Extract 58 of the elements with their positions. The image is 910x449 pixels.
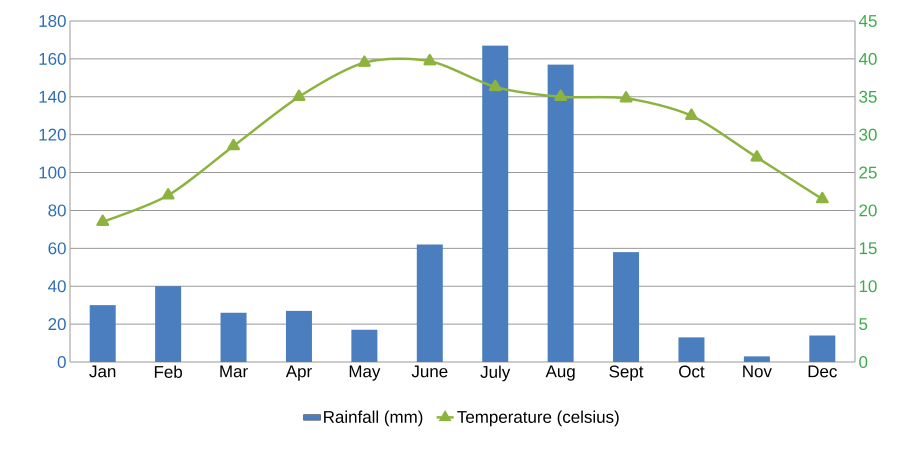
y2-tick-label: 15 <box>860 242 877 254</box>
y2-tick-label: 20 <box>859 204 877 216</box>
y-tick-label: 20 <box>48 318 66 330</box>
x-tick-label: Jan <box>89 366 116 378</box>
y-tick-label: 140 <box>40 90 66 103</box>
point <box>554 90 568 102</box>
y-tick-label: 0 <box>58 356 66 368</box>
y2-tick-label: 40 <box>858 52 877 65</box>
y2-tick-label: 35 <box>859 90 877 103</box>
bar <box>613 252 640 362</box>
bar <box>416 244 443 362</box>
y2-tick-label: 45 <box>858 15 877 27</box>
point <box>620 91 632 103</box>
x-tick-label: May <box>350 366 380 381</box>
point <box>488 80 502 92</box>
bar <box>744 356 770 362</box>
y-tick-label: 120 <box>40 128 66 141</box>
x-tick-label: Aug <box>546 366 575 381</box>
y-tick-label: 160 <box>40 52 66 65</box>
y2-tick-label: 10 <box>860 280 877 292</box>
bar <box>155 286 182 362</box>
y-tick-label: 80 <box>48 204 66 216</box>
y2-tick-label: 25 <box>859 166 877 179</box>
bar <box>351 330 378 362</box>
point <box>816 192 829 204</box>
y-tick-label: 180 <box>40 15 66 27</box>
x-tick-label: Sept <box>609 366 644 381</box>
y2-tick-label: 30 <box>859 128 877 141</box>
bar <box>482 46 508 362</box>
point <box>358 55 371 67</box>
bar <box>548 64 574 362</box>
legend-label: Temperature (celsius) <box>457 410 619 426</box>
point <box>750 150 764 162</box>
bar <box>90 305 116 362</box>
bar <box>286 310 312 362</box>
bar <box>809 335 836 362</box>
y-tick-label: 100 <box>40 166 66 179</box>
bar <box>220 312 247 362</box>
y-tick-label: 60 <box>48 242 66 254</box>
x-tick-label: Apr <box>286 366 312 381</box>
point <box>685 108 698 120</box>
y2-tick-label: 0 <box>859 356 868 368</box>
x-tick-label: July <box>480 366 510 382</box>
x-tick-label: Mar <box>220 366 248 378</box>
y-tick-label: 40 <box>48 280 66 292</box>
point <box>96 214 110 226</box>
legend-label: Rainfall (mm) <box>324 410 422 426</box>
point <box>227 138 240 150</box>
point <box>423 54 436 66</box>
y2-tick-label: 5 <box>859 318 868 330</box>
x-tick-label: Nov <box>743 366 772 378</box>
point <box>292 90 306 102</box>
point <box>162 188 175 200</box>
x-tick-label: Dec <box>808 366 837 378</box>
bar <box>678 337 704 362</box>
x-tick-label: June <box>412 366 448 378</box>
x-tick-label: Feb <box>154 366 182 378</box>
x-tick-label: Oct <box>679 366 705 378</box>
